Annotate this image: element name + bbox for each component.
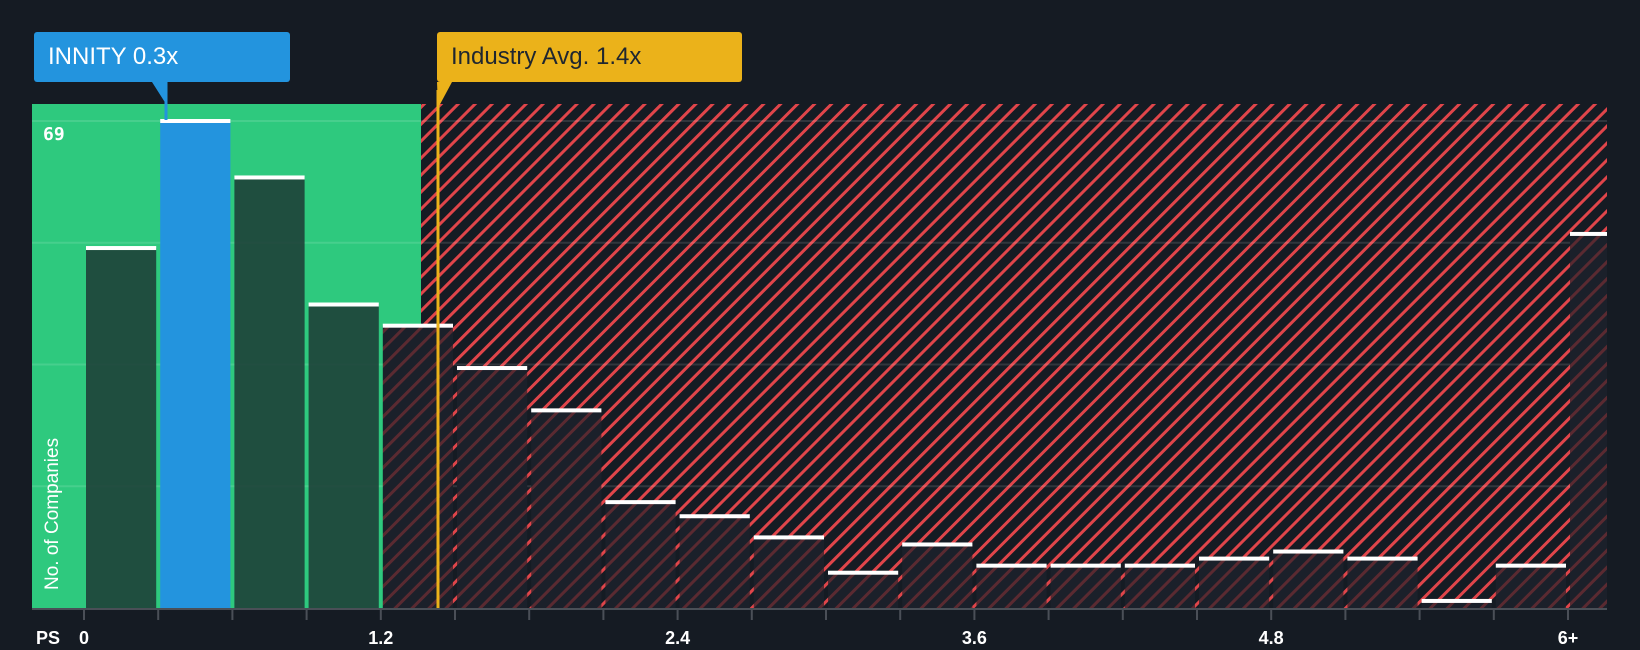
bar-highlighted <box>160 121 231 608</box>
bar <box>1273 551 1344 608</box>
bar-cap <box>976 563 1047 568</box>
bar-cap <box>1421 598 1492 603</box>
bar <box>457 368 528 608</box>
bar-cap <box>1124 563 1195 568</box>
bar <box>531 410 602 608</box>
bar-cap <box>828 570 899 575</box>
company-callout-label: INNITY 0.3x <box>48 43 179 70</box>
bar <box>234 177 305 608</box>
bar <box>679 516 750 608</box>
bar <box>1570 233 1607 608</box>
x-tick-label: 3.6 <box>961 628 987 648</box>
bar-cap <box>531 408 602 413</box>
bar-cap <box>457 366 528 371</box>
bar-cap <box>1495 563 1566 568</box>
bar <box>902 544 973 608</box>
bar-cap <box>1050 563 1121 568</box>
bar-cap <box>1273 549 1344 554</box>
x-tick-label: 4.8 <box>1258 628 1284 648</box>
bar-cap <box>1570 231 1607 236</box>
bar <box>1124 565 1195 608</box>
x-tick-label: 2.4 <box>665 628 691 648</box>
x-tick-label: 6+ <box>1557 628 1579 648</box>
bar <box>605 502 676 608</box>
bar <box>1347 558 1418 608</box>
industry-callout-label: Industry Avg. 1.4x <box>451 43 642 70</box>
bar <box>1199 558 1270 608</box>
industry-avg-callout: Industry Avg. 1.4x <box>437 32 742 82</box>
x-axis <box>32 608 1607 620</box>
y-max-label: 69 <box>43 124 65 145</box>
x-tick-label: 1.2 <box>368 628 394 648</box>
bar-cap <box>1347 556 1418 561</box>
bar-cap <box>86 246 157 251</box>
x-axis-prefix: PS <box>36 628 61 648</box>
bar-cap <box>605 500 676 505</box>
y-axis-label: No. of Companies <box>42 437 63 590</box>
bar-cap <box>753 535 824 540</box>
bar-cap <box>308 302 379 307</box>
bar-cap <box>679 514 750 519</box>
bars <box>86 119 1607 609</box>
bar <box>976 565 1047 608</box>
bar <box>86 248 157 609</box>
bar <box>308 304 379 608</box>
company-callout-tail <box>152 82 166 104</box>
company-callout: INNITY 0.3x <box>34 32 290 82</box>
bar <box>1421 600 1492 608</box>
bar-cap <box>234 175 305 180</box>
industry-callout-tail <box>437 82 452 108</box>
bar <box>753 537 824 608</box>
bar-cap <box>1199 556 1270 561</box>
bar <box>1050 565 1121 608</box>
bar <box>828 572 899 608</box>
bar-cap <box>902 542 973 547</box>
bar <box>1495 565 1566 608</box>
bar-cap <box>160 119 231 123</box>
x-tick-label: 0 <box>78 628 90 648</box>
bar-cap <box>382 323 453 328</box>
